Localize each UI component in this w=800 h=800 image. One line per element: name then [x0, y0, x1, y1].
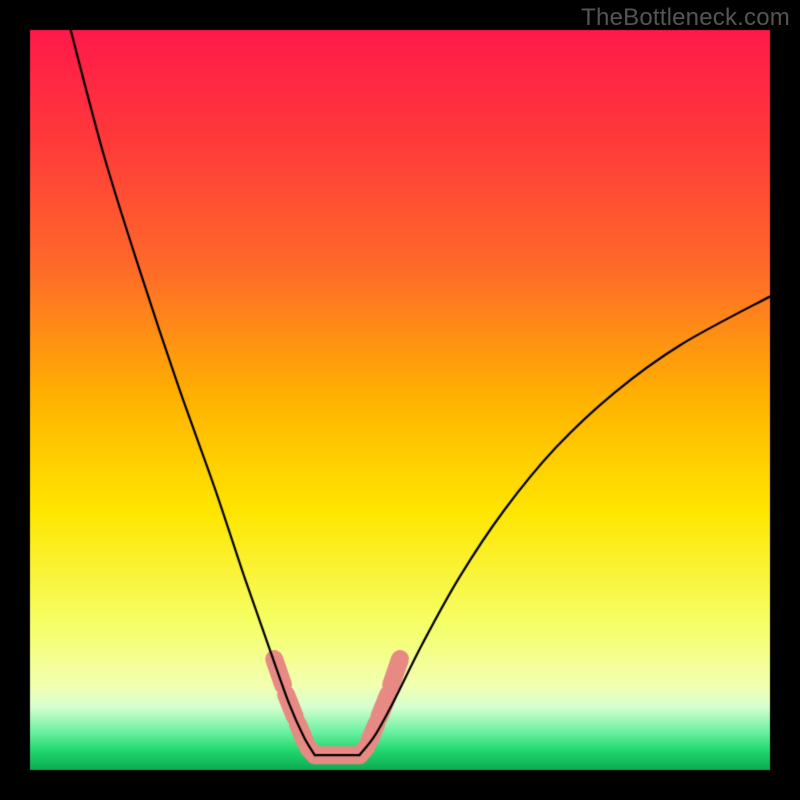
bottleneck-curve-canvas — [0, 0, 800, 800]
chart-stage: TheBottleneck.com — [0, 0, 800, 800]
